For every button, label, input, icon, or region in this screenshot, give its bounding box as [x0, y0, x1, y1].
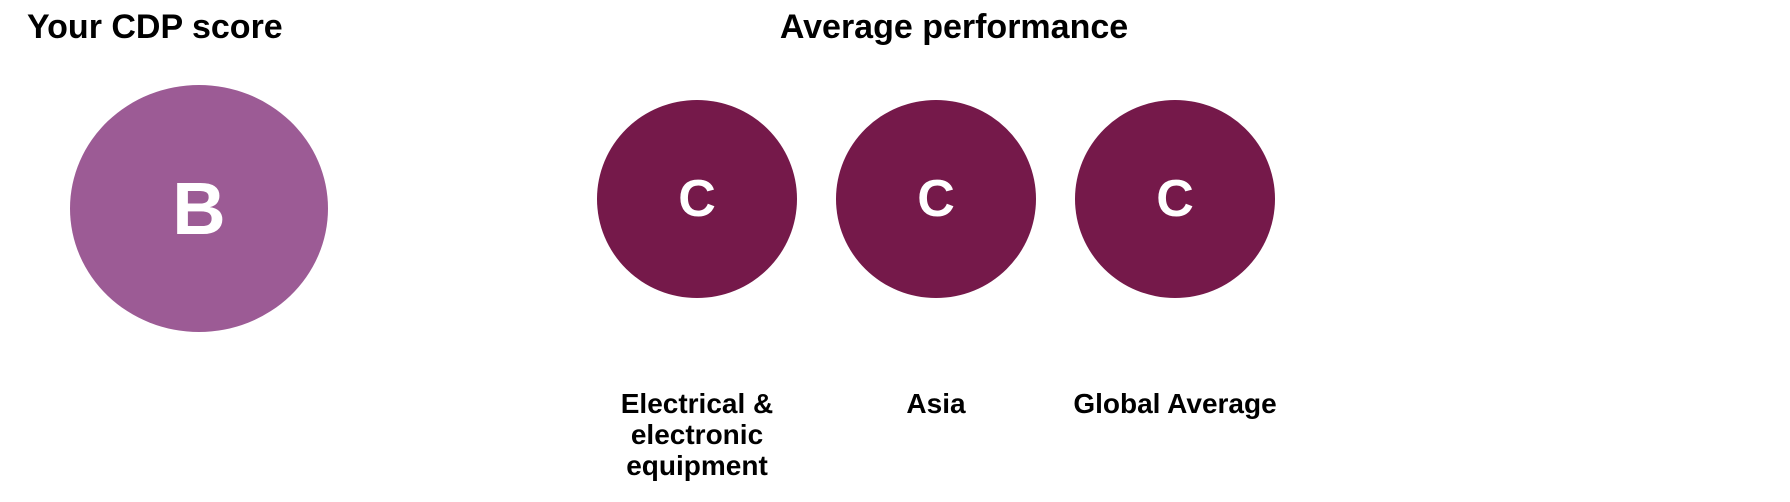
- average-score-letter: C: [917, 170, 955, 228]
- your-cdp-score-title: Your CDP score: [27, 8, 283, 46]
- average-item-global-average: C Global Average: [1073, 100, 1277, 500]
- average-item-label: Electrical & electronic equipment: [620, 388, 774, 481]
- average-item-label: Global Average: [1073, 388, 1277, 419]
- average-score-badge: C: [1075, 100, 1275, 298]
- average-performance-title: Average performance: [779, 8, 1129, 46]
- average-score-badge: C: [836, 100, 1036, 298]
- average-score-badge: C: [597, 100, 797, 298]
- average-item-electrical-electronic-equipment: C Electrical & electronic equipment: [597, 100, 797, 500]
- average-score-letter: C: [678, 170, 716, 228]
- average-item-asia: C Asia: [836, 100, 1036, 500]
- your-cdp-score-badge: B: [70, 85, 328, 332]
- your-cdp-score-letter: B: [172, 166, 226, 250]
- average-item-label: Asia: [906, 388, 966, 419]
- average-score-letter: C: [1156, 170, 1194, 228]
